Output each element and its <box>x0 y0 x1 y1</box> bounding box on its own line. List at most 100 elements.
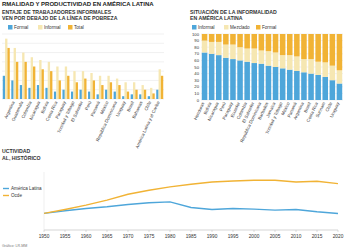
bar <box>105 90 107 99</box>
bar-segment <box>294 34 300 56</box>
tick <box>170 230 171 232</box>
bar <box>76 82 78 99</box>
grid-line <box>201 60 343 61</box>
tick-label: 1965 <box>102 234 113 239</box>
tick-label: 1980 <box>165 234 176 239</box>
category-label: Uruguay <box>115 100 127 118</box>
legend-swatch <box>3 188 9 189</box>
bar <box>33 67 35 100</box>
bar <box>5 39 7 99</box>
bar-segment <box>315 62 321 75</box>
bar-segment <box>259 51 265 64</box>
tick-label: 2015 <box>312 234 323 239</box>
tick-label: 2020 <box>333 234 344 239</box>
bar <box>148 96 150 99</box>
tick <box>44 230 45 232</box>
category-label: Trinidad y Tobago <box>264 101 283 135</box>
bar-segment <box>251 63 257 100</box>
bar-segment <box>301 72 307 100</box>
bar-segment <box>209 34 215 42</box>
y-axis <box>44 172 45 230</box>
bar <box>99 76 101 99</box>
bar <box>11 80 13 99</box>
bar-segment <box>230 34 236 45</box>
tick <box>296 230 297 232</box>
bar <box>107 76 109 99</box>
tick <box>107 230 108 232</box>
bar-segment <box>315 34 321 62</box>
bar-segment <box>259 34 265 51</box>
legend-label: Formal <box>14 25 28 30</box>
bar <box>142 85 144 99</box>
category-label: República Dominicana <box>239 101 262 143</box>
bar-segment <box>251 34 257 49</box>
bar <box>97 94 99 99</box>
bar <box>101 85 103 99</box>
bar-segment <box>209 54 215 100</box>
bar-segment <box>237 47 243 60</box>
bar <box>7 48 9 99</box>
bar-segment <box>209 42 215 54</box>
bar-segment <box>202 52 208 100</box>
bar-segment <box>237 60 243 100</box>
legend-label: Formal <box>262 25 276 30</box>
bar-segment <box>322 77 328 100</box>
bar <box>116 79 118 99</box>
tick <box>128 230 129 232</box>
page: RMALIDAD Y PRODUCTIVIDAD EN AMÉRICA LATI… <box>0 0 346 249</box>
grid-line <box>201 34 343 35</box>
tick-label: 20 <box>194 84 199 89</box>
bar-segment <box>337 34 343 70</box>
bar <box>118 85 120 99</box>
tick <box>65 230 66 232</box>
bar-segment <box>330 80 336 100</box>
legend-swatch <box>256 25 261 30</box>
bar <box>122 96 124 99</box>
legend-swatch <box>224 25 229 30</box>
chart-subtitle: VEN POR DEBAJO DE LA LÍNEA DE POBREZA <box>2 14 118 21</box>
legend-label: Mezclado <box>230 25 250 30</box>
tick <box>317 230 318 232</box>
tick-label: 50 <box>194 65 199 70</box>
tick-label: 1955 <box>60 234 71 239</box>
bar <box>127 92 129 99</box>
bar-segment <box>287 55 293 70</box>
legend-swatch <box>38 25 43 30</box>
legend-swatch <box>192 25 197 30</box>
category-label: El Salvador <box>70 100 84 123</box>
bar <box>16 62 18 99</box>
plot-area <box>3 39 163 99</box>
tick-label: 1975 <box>144 234 155 239</box>
plot-area <box>202 34 342 100</box>
tick <box>149 230 150 232</box>
line <box>44 180 338 213</box>
legend-label: América Latina <box>11 186 42 191</box>
tick-label: 2005 <box>270 234 281 239</box>
grid-line <box>201 93 343 94</box>
bar-segment <box>337 70 343 83</box>
bar <box>14 48 16 99</box>
bar-segment <box>273 34 279 52</box>
tick-label: 1990 <box>207 234 218 239</box>
tick <box>254 230 255 232</box>
bar <box>73 71 75 99</box>
legend-label: Total <box>74 25 84 30</box>
category-label: Panamá <box>90 100 102 117</box>
bar-segment <box>244 34 250 49</box>
bar <box>84 79 86 99</box>
source: Gráfico: LR-MM <box>2 244 27 248</box>
bar <box>156 90 158 99</box>
bar <box>90 73 92 99</box>
bar-segment <box>322 62 328 77</box>
bar-segment <box>287 70 293 100</box>
bar <box>82 71 84 99</box>
category-label: Nicaragua <box>28 100 41 121</box>
bar-segment <box>322 34 328 62</box>
chart-title: SITUACIÓN DE LA INFORMALIDAD <box>190 8 277 15</box>
bar-segment <box>230 45 236 60</box>
bar-segment <box>223 45 229 58</box>
tick-label: 1995 <box>228 234 239 239</box>
chart-subtitle: AL, HISTÓRICO <box>2 154 41 161</box>
bar <box>152 93 154 99</box>
bar <box>150 88 152 99</box>
